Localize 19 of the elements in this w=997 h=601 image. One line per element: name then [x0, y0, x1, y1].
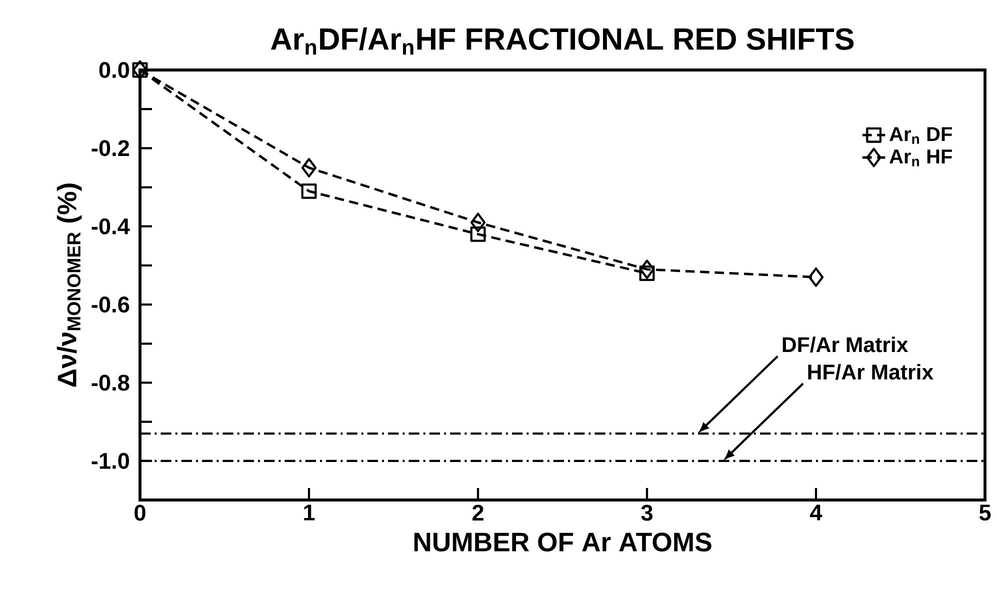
- x-tick-label: 1: [304, 504, 315, 520]
- y-tick-label: -1.0: [92, 452, 130, 469]
- x-axis-title: NUMBER OF Ar ATOMS: [414, 532, 712, 552]
- ref-line-label: DF/Ar Matrix: [782, 336, 908, 352]
- y-tick-label: -0.4: [92, 218, 130, 234]
- legend-label: Ar$_{n}$ HF: [890, 150, 952, 166]
- x-tick-label: 4: [810, 504, 822, 520]
- y-axis-title: Δν/ν$_{MONOMER}$ (%): [56, 184, 82, 387]
- x-tick-label: 0: [134, 504, 146, 521]
- legend-label: Ar$_{n}$ DF: [890, 127, 952, 144]
- y-tick-label: -0.2: [92, 140, 130, 156]
- x-tick-label: 3: [641, 504, 652, 521]
- ref-line-label: HF/Ar Matrix: [808, 364, 934, 380]
- x-tick-label: 5: [979, 504, 991, 521]
- y-tick-label: 0.0: [99, 62, 130, 78]
- y-tick-label: -0.6: [92, 296, 130, 313]
- x-tick-label: 2: [472, 504, 484, 521]
- y-tick-label: -0.8: [92, 374, 130, 391]
- chart-title: Ar$_{n}$DF/Ar$_{n}$HF FRACTIONAL RED SHIFTS: [270, 27, 854, 55]
